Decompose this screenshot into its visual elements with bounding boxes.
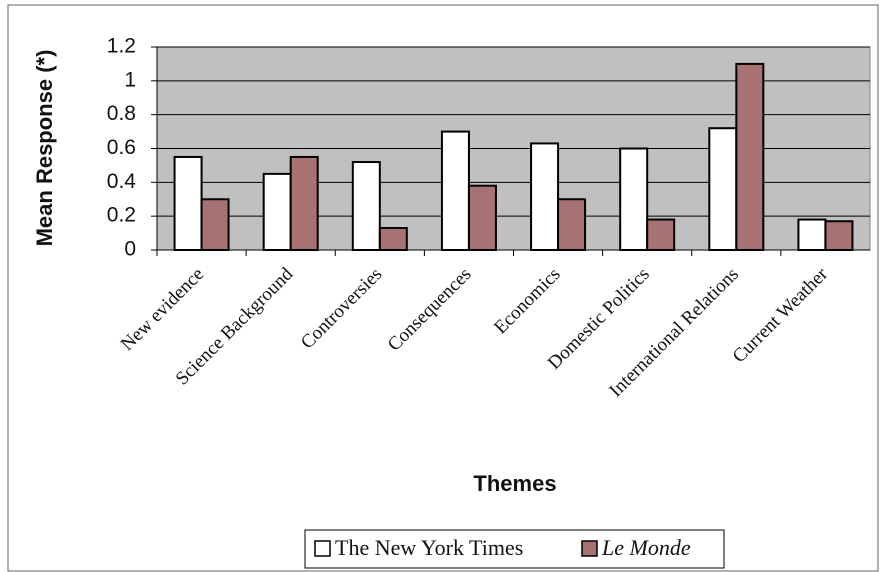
y-tick-label: 0 xyxy=(124,238,136,261)
legend-box xyxy=(304,529,725,569)
bar xyxy=(824,220,854,252)
x-tick-label: Economics xyxy=(490,264,565,339)
bar xyxy=(289,155,319,251)
bar xyxy=(557,198,587,251)
bar xyxy=(467,184,497,251)
y-tick-label: 0.4 xyxy=(107,170,137,193)
bar xyxy=(735,62,765,251)
frame xyxy=(7,4,879,572)
legend-label: The New York Times xyxy=(335,535,523,560)
x-tick-label: Controversies xyxy=(297,264,386,353)
legend-swatch xyxy=(314,540,331,557)
y-tick-label: 0.2 xyxy=(107,204,136,227)
bar xyxy=(619,147,649,251)
y-tick-label: 1 xyxy=(124,68,136,91)
x-axis-title: Themes xyxy=(473,471,556,496)
bar xyxy=(200,198,230,251)
bar xyxy=(530,142,560,251)
bar xyxy=(262,172,292,251)
legend-swatch xyxy=(581,540,598,557)
bar xyxy=(173,155,203,251)
y-tick-label: 0.8 xyxy=(107,102,136,125)
y-tick-label: 0.6 xyxy=(107,136,136,159)
y-tick-label: 1.2 xyxy=(107,35,136,58)
bar xyxy=(646,218,676,252)
x-tick-label: New evidence xyxy=(117,264,208,355)
x-tick-label: Current Weather xyxy=(729,263,833,367)
bar xyxy=(351,161,381,252)
bar xyxy=(378,227,408,251)
bar xyxy=(440,130,470,251)
bar xyxy=(708,127,738,251)
y-axis-title: Mean Response (*) xyxy=(32,50,57,247)
x-tick-label: Consequences xyxy=(384,264,476,356)
legend-label: Le Monde xyxy=(601,535,691,560)
bar xyxy=(797,218,827,252)
